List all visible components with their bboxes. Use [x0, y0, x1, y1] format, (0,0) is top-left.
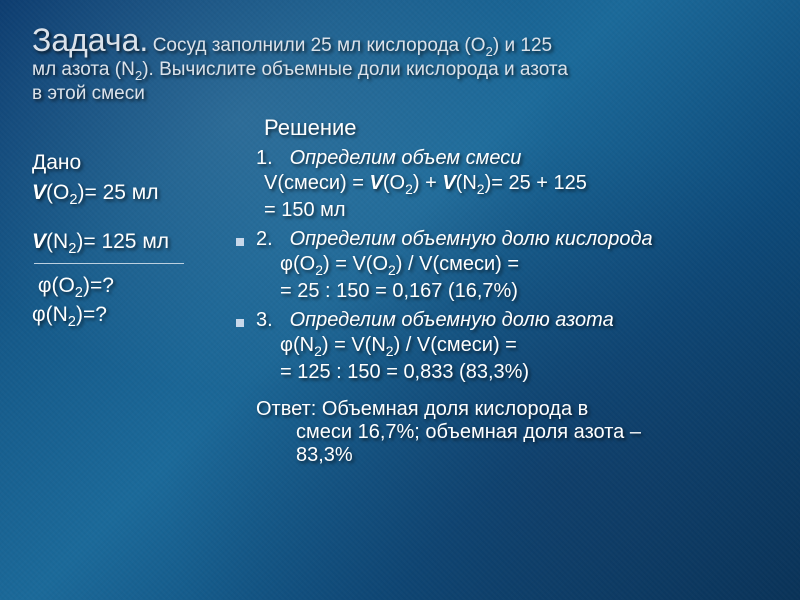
- bullet-icon: [236, 319, 244, 327]
- bullet-icon: [236, 238, 244, 246]
- given-column: Дано V(О2)= 25 мл V(N2)= 125 мл φ(О2)=? …: [32, 115, 214, 467]
- step-3: 3. Определим объемную долю азота φ(N2) =…: [230, 309, 772, 384]
- problem-title: Задача. Сосуд заполнили 25 мл кислорода …: [32, 22, 772, 105]
- title-rest-2: мл азота (N2). Вычислите объемные доли к…: [32, 59, 568, 80]
- content-row: Дано V(О2)= 25 мл V(N2)= 125 мл φ(О2)=? …: [32, 115, 772, 467]
- find-phi-n2: φ(N2)=?: [32, 303, 214, 330]
- answer-block: Ответ: Объемная доля кислорода в смеси 1…: [230, 398, 772, 467]
- find-phi-o2: φ(О2)=?: [32, 274, 214, 301]
- solution-header: Решение: [230, 115, 772, 141]
- given-vo2: V(О2)= 25 мл: [32, 181, 214, 208]
- slide: Задача. Сосуд заполнили 25 мл кислорода …: [0, 0, 800, 485]
- given-vn2: V(N2)= 125 мл: [32, 230, 214, 257]
- given-label: Дано: [32, 151, 214, 175]
- solution-column: Решение 1. Определим объем смеси V(смеси…: [214, 115, 772, 467]
- given-divider: [34, 263, 184, 264]
- step-1: 1. Определим объем смеси V(смеси) = V(О2…: [230, 147, 772, 222]
- title-rest-3: в этой смеси: [32, 83, 145, 104]
- step-2: 2. Определим объемную долю кислорода φ(О…: [230, 228, 772, 303]
- title-rest-1: Сосуд заполнили 25 мл кислорода (О2) и 1…: [153, 35, 552, 56]
- title-lead: Задача.: [32, 22, 148, 58]
